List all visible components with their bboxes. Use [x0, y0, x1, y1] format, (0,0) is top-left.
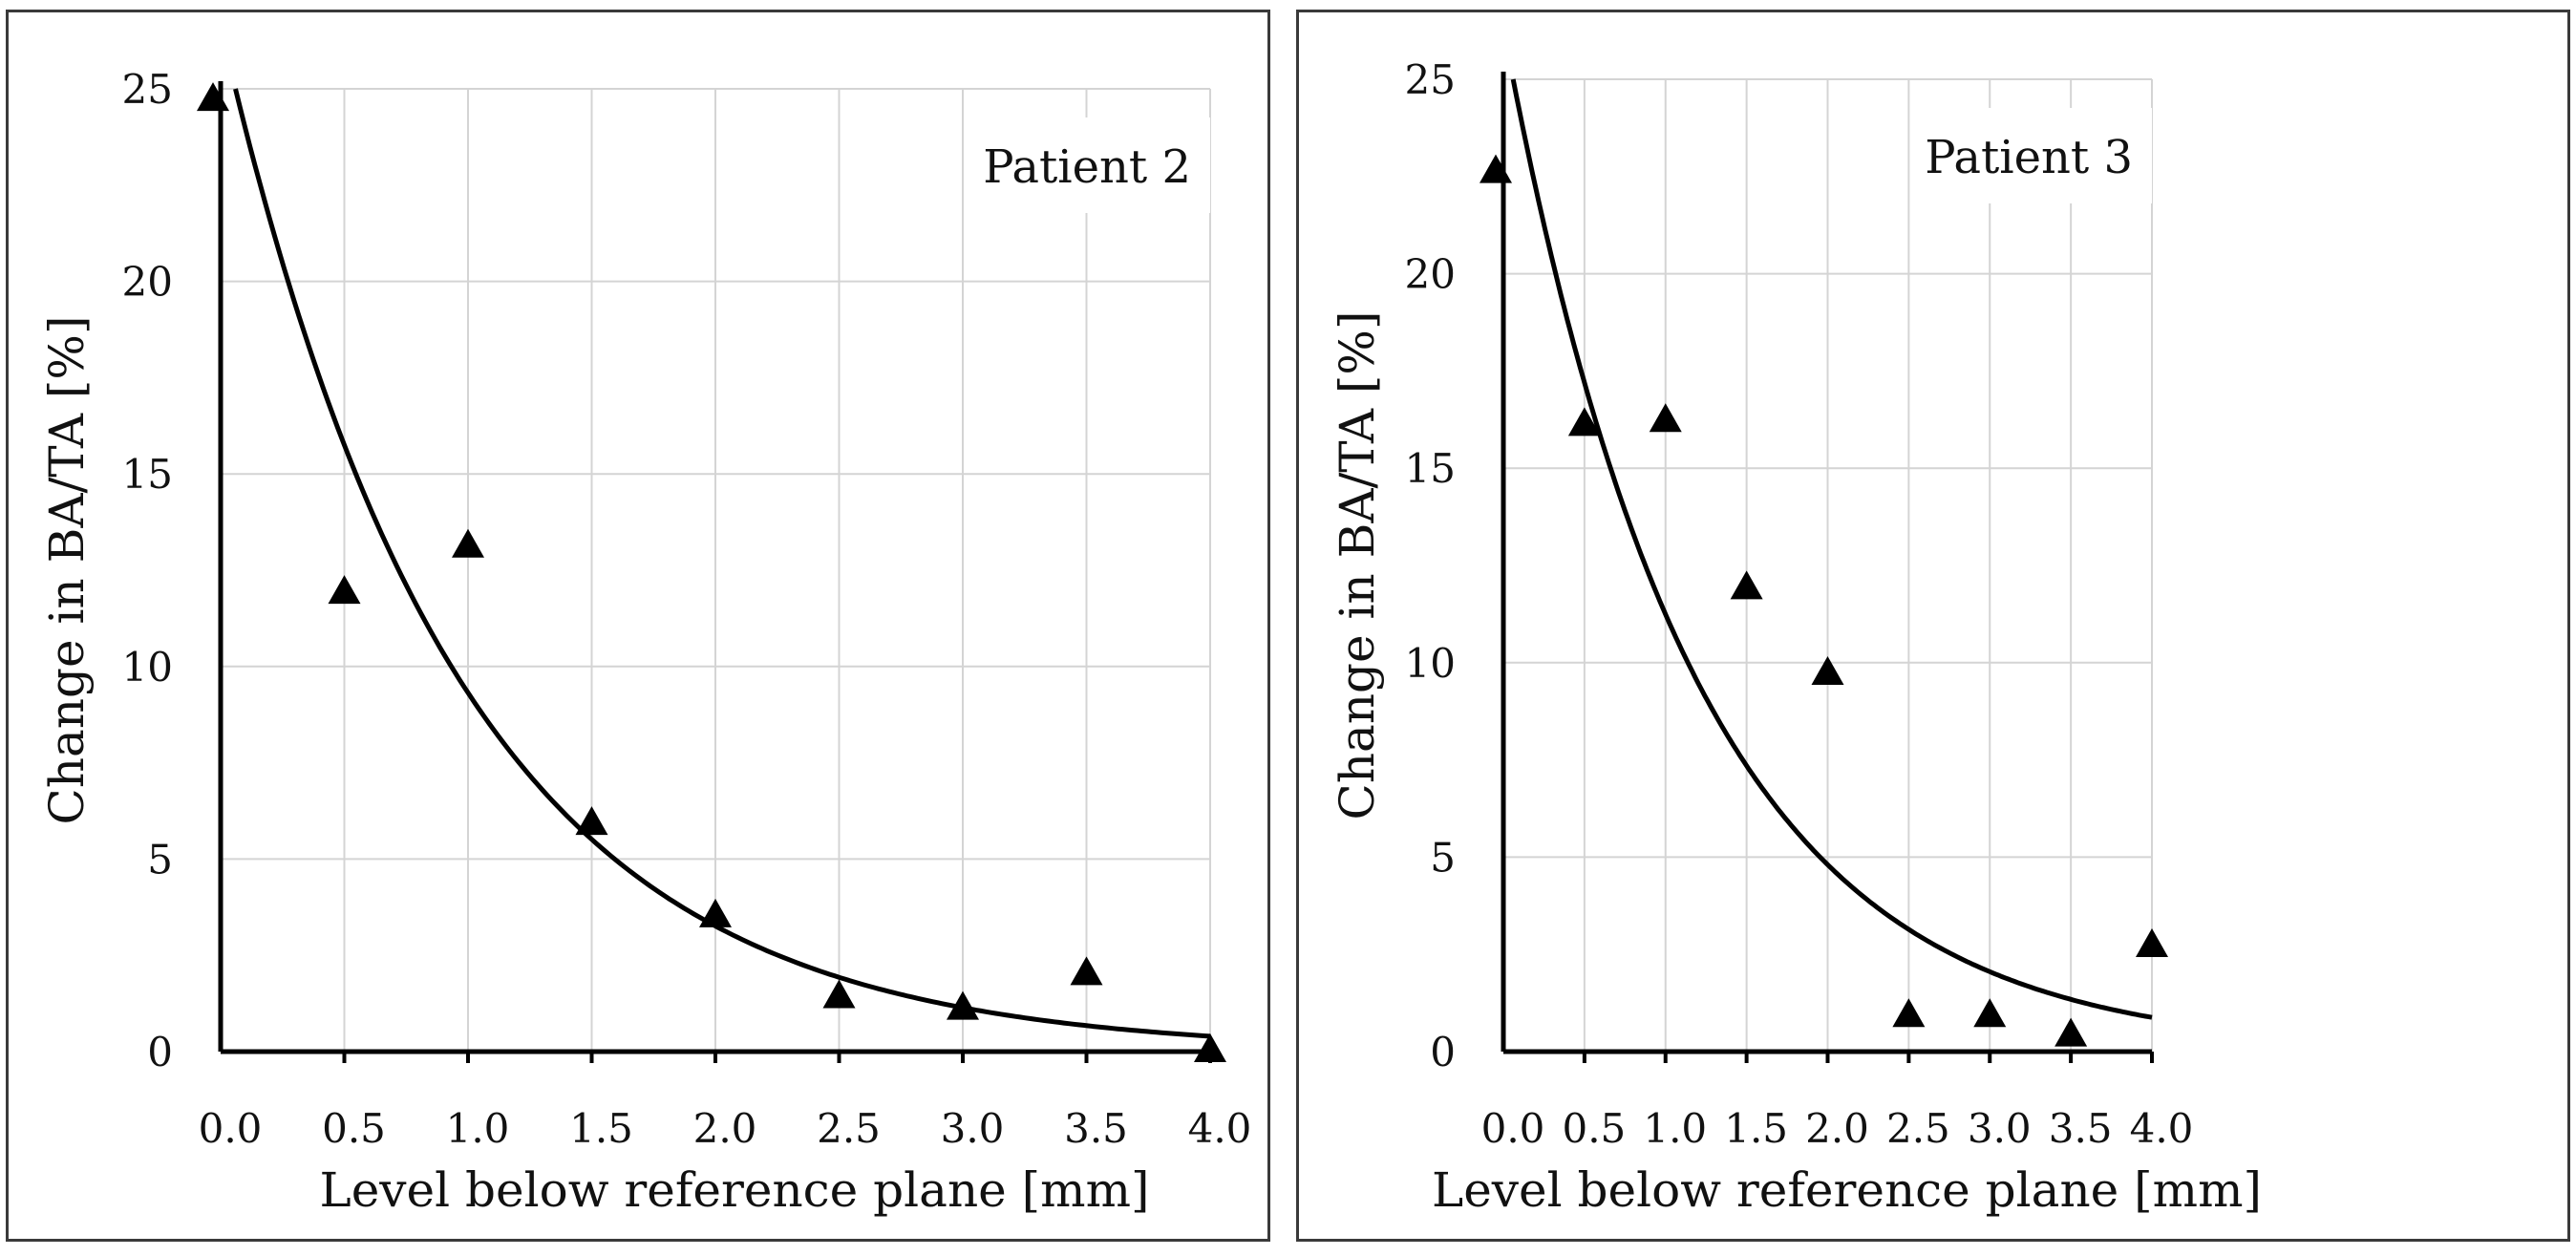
patient-label: Patient 2 [983, 140, 1191, 194]
y-tick-label: 0 [1430, 1029, 1456, 1075]
x-tick-label: 0.5 [322, 1105, 386, 1152]
y-tick-label: 5 [1430, 834, 1456, 881]
chart-svg-patient-3: 0 5 10 15 20 25 0.0 0.5 1.0 1.5 2.0 2.5 3.0 3.5 4.0 Lev… [1330, 56, 2262, 1218]
data-point-triangle [822, 979, 856, 1009]
data-point-triangle [1892, 998, 1926, 1028]
y-tick-label: 25 [1405, 56, 1456, 103]
x-tick-label: 3.0 [1968, 1105, 2032, 1152]
x-tick-label: 4.0 [2130, 1105, 2194, 1152]
fit-curve [1510, 78, 2153, 1020]
x-tick-label: 3.5 [1064, 1105, 1128, 1152]
patient-label-background [971, 117, 1210, 213]
data-point-triangle [197, 82, 229, 112]
data-point-triangle [1567, 407, 1601, 436]
y-tick-label: 0 [147, 1029, 173, 1075]
fit-curve [233, 88, 1211, 1039]
data-point-triangle [1480, 154, 1512, 183]
data-point-triangle [2054, 1017, 2088, 1047]
data-point-triangle [1811, 655, 1844, 685]
data-point-triangle [2136, 927, 2168, 957]
data-point-triangle [1649, 403, 1682, 433]
x-tick-label: 3.0 [941, 1105, 1005, 1152]
data-point-triangle [1973, 998, 2007, 1028]
x-tick-label: 3.5 [2049, 1105, 2113, 1152]
x-tick-label: 2.5 [1886, 1105, 1950, 1152]
y-tick-label: 25 [122, 66, 173, 113]
y-axis-label: Change in BA/TA [%] [1330, 311, 1385, 820]
x-tick-label: 1.0 [446, 1105, 510, 1152]
x-tick-label: 0.0 [1481, 1105, 1545, 1152]
data-point-triangle [699, 898, 732, 927]
patient-label: Patient 3 [1925, 131, 2133, 184]
y-tick-label: 10 [122, 644, 173, 691]
y-axis-label: Change in BA/TA [%] [39, 316, 95, 825]
chart-panel-patient-3: 0 5 10 15 20 25 0.0 0.5 1.0 1.5 2.0 2.5 3.0 3.5 4.0 Lev… [1296, 10, 2570, 1242]
data-point-triangle [328, 575, 361, 605]
x-tick-label: 2.0 [1805, 1105, 1869, 1152]
y-tick-label: 15 [122, 451, 173, 498]
data-point-triangle [1194, 1032, 1226, 1062]
patient-label-background [1913, 108, 2152, 203]
data-point-triangle [947, 990, 979, 1020]
x-tick-label: 0.5 [1562, 1105, 1626, 1152]
x-tick-label: 1.5 [1724, 1105, 1788, 1152]
data-point-triangle [452, 528, 484, 558]
x-tick-label: 2.5 [817, 1105, 881, 1152]
data-point-triangle [1070, 956, 1103, 986]
y-tick-label: 15 [1405, 445, 1456, 492]
chart-svg-patient-2: 0 5 10 15 20 25 0.0 0.5 1.0 1.5 2.0 2.5 3.0 3.5 4.0 Lev… [39, 66, 1252, 1218]
y-tick-label: 20 [122, 259, 173, 306]
y-tick-label: 10 [1405, 640, 1456, 687]
x-tick-label: 1.0 [1643, 1105, 1707, 1152]
x-tick-label: 4.0 [1188, 1105, 1252, 1152]
data-point-triangle [575, 806, 608, 836]
x-axis-label: Level below reference plane [mm] [1432, 1162, 2262, 1218]
x-tick-label: 1.5 [569, 1105, 633, 1152]
x-tick-label: 0.0 [199, 1105, 263, 1152]
data-point-triangle [1730, 570, 1763, 600]
x-tick-label: 2.0 [693, 1105, 757, 1152]
y-tick-label: 5 [147, 836, 173, 883]
chart-panel-patient-2: 0 5 10 15 20 25 0.0 0.5 1.0 1.5 2.0 2.5 3.0 3.5 4.0 Lev… [6, 10, 1270, 1242]
x-axis-label: Level below reference plane [mm] [320, 1162, 1150, 1218]
y-tick-label: 20 [1405, 251, 1456, 298]
